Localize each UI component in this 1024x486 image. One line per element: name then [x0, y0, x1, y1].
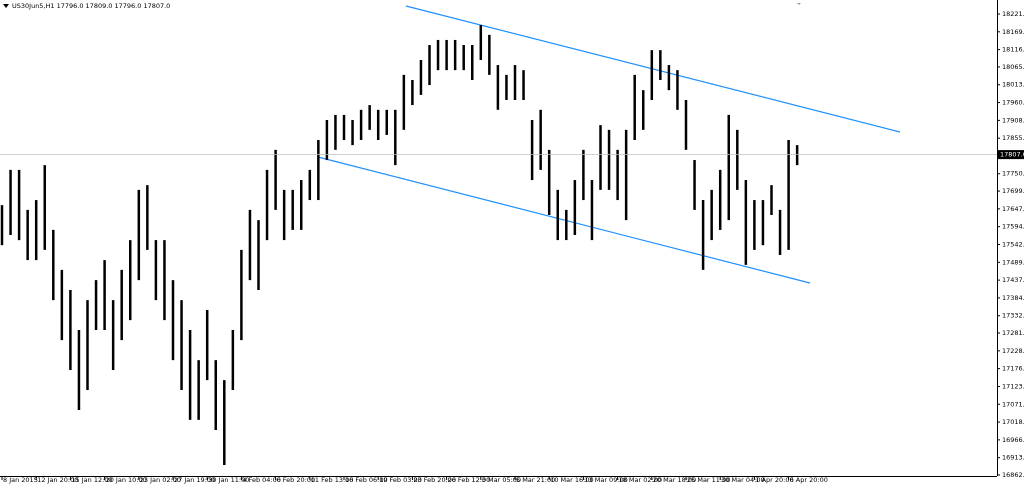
x-tick-label: 11 Feb 13:00	[311, 476, 354, 484]
y-tick-label: 17281.0	[1002, 329, 1024, 337]
menu-arrow[interactable]	[3, 4, 9, 8]
x-tick-label: 20 Mar 18:00	[653, 476, 696, 484]
y-tick-label: 17332.0	[1002, 312, 1024, 320]
x-tick-label: 4 Feb 04:00	[242, 476, 281, 484]
x-tick-label: 27 Jan 19:00	[174, 476, 215, 484]
y-tick-label: 17489.5	[1002, 258, 1024, 266]
y-tick-label: 17437.0	[1002, 276, 1024, 284]
x-tick-label: 23 Feb 20:00	[413, 476, 456, 484]
x-tick-label: 10 Mar 16:00	[550, 476, 593, 484]
y-tick-label: 17594.5	[1002, 223, 1024, 231]
x-tick-label: 30 Mar 04:00	[721, 476, 764, 484]
x-tick-label: 30 Jan 11:00	[208, 476, 249, 484]
y-tick-label: 17647.0	[1002, 205, 1024, 213]
y-tick-label: 16966.0	[1002, 436, 1024, 444]
y-tick-label: 16862.5	[1002, 471, 1024, 479]
y-tick-label: 17123.5	[1002, 382, 1024, 390]
x-tick-label: 16 Feb 06:00	[345, 476, 388, 484]
x-tick-label: 5 Mar 21:00	[516, 476, 555, 484]
x-tick-label: 18 Mar 02:00	[619, 476, 662, 484]
y-tick-label: 17750.6	[1002, 170, 1024, 178]
x-tick-label: 26 Feb 12:00	[448, 476, 491, 484]
x-tick-label: 25 Mar 11:00	[687, 476, 730, 484]
channel-lower-line[interactable]	[317, 156, 811, 284]
x-tick-label: 19 Feb 03:00	[379, 476, 422, 484]
y-tick-label: 18116.5	[1002, 46, 1024, 54]
x-tick-label: 13 Mar 09:00	[584, 476, 627, 484]
last-price-box	[998, 150, 1024, 160]
y-tick-label: 17384.5	[1002, 294, 1024, 302]
y-tick-label: 17960.5	[1002, 99, 1024, 107]
y-tick-label: 17908.0	[1002, 116, 1024, 124]
y-tick-label: 17855.5	[1002, 134, 1024, 142]
y-tick-label: 18169.0	[1002, 28, 1024, 36]
last-price-label: 17807.0	[1000, 151, 1024, 159]
x-tick-label: 3 Mar 05:00	[482, 476, 521, 484]
x-tick-label: 1 Apr 20:00	[755, 476, 793, 484]
y-tick-label: 17699.5	[1002, 187, 1024, 195]
y-tick-label: 18065.5	[1002, 63, 1024, 71]
x-tick-label: 8 Jan 2015	[3, 476, 38, 484]
y-tick-label: 17228.5	[1002, 347, 1024, 355]
y-tick-label: 18013.0	[1002, 81, 1024, 89]
x-tick-label: 6 Apr 20:00	[790, 476, 828, 484]
x-tick-label: 6 Feb 20:00	[277, 476, 316, 484]
x-tick-label: 15 Jan 12:00	[71, 476, 112, 484]
y-tick-label: 17542.0	[1002, 240, 1024, 248]
x-tick-label: 20 Jan 10:00	[106, 476, 147, 484]
chart-header: US30Jun5,H1 17796.0 17809.0 17796.0 1780…	[12, 2, 170, 10]
x-tick-label: 23 Jan 02:00	[140, 476, 181, 484]
y-tick-label: 17176.0	[1002, 365, 1024, 373]
y-tick-label: 17018.5	[1002, 418, 1024, 426]
y-tick-label: 18221.5	[1002, 10, 1024, 18]
x-tick-label: 12 Jan 20:00	[37, 476, 78, 484]
y-tick-label: 16913.5	[1002, 454, 1024, 462]
y-tick-label: 17071.0	[1002, 400, 1024, 408]
shift-marker	[797, 3, 801, 5]
